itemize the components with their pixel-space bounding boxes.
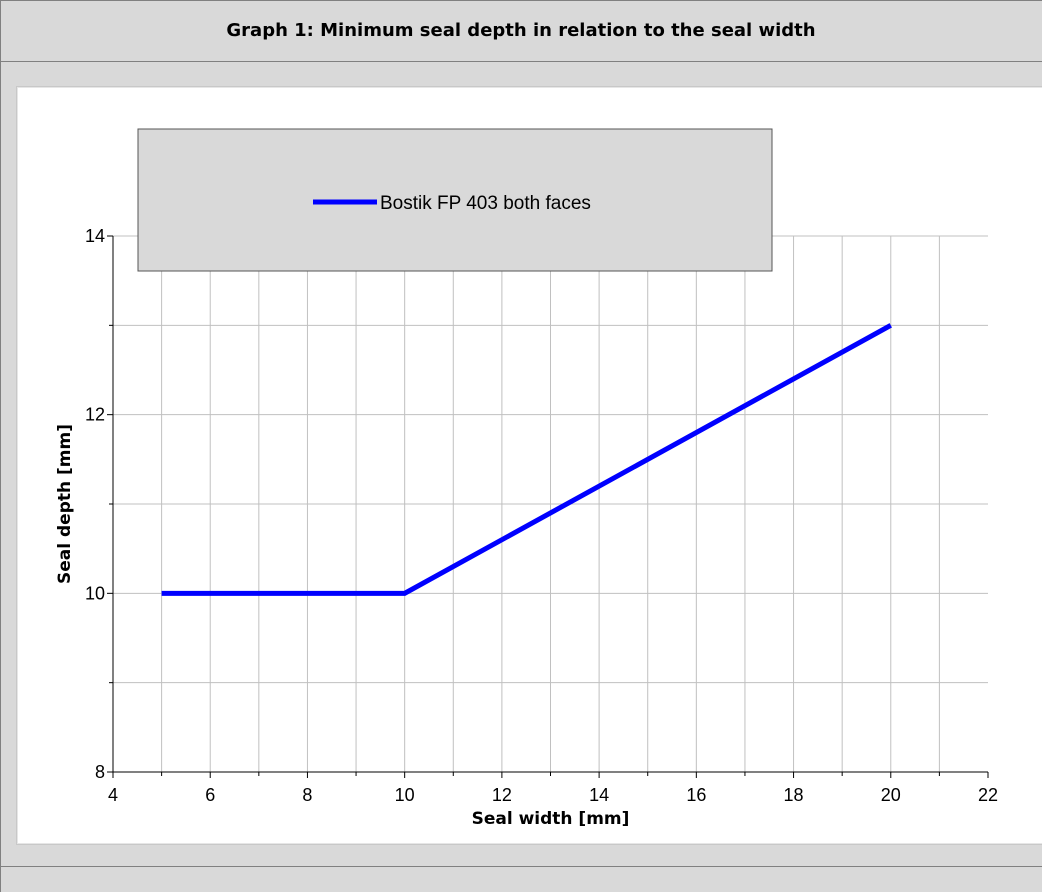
x-tick-label: 20	[881, 785, 901, 805]
y-tick-label: 8	[95, 762, 105, 782]
x-tick-label: 10	[395, 785, 415, 805]
series-line	[161, 323, 892, 596]
title-bar: Graph 1: Minimum seal depth in relation …	[0, 0, 1042, 62]
legend-box	[137, 128, 773, 272]
x-axis-label: Seal width [mm]	[472, 809, 630, 829]
x-tick-label: 16	[686, 785, 706, 805]
x-tick-label: 22	[978, 785, 998, 805]
y-tick-label: 12	[85, 405, 105, 425]
y-tick-label: 14	[85, 226, 105, 246]
x-tick-label: 14	[589, 785, 609, 805]
x-tick-label: 4	[108, 785, 118, 805]
x-tick-label: 6	[205, 785, 215, 805]
chart-title: Graph 1: Minimum seal depth in relation …	[226, 20, 816, 41]
x-tick-label: 12	[492, 785, 512, 805]
bottom-bar	[0, 866, 1042, 892]
x-tick-label: 18	[784, 785, 804, 805]
legend-entry: Bostik FP 403 both faces	[380, 193, 591, 214]
y-tick-label: 10	[85, 583, 105, 603]
x-tick-label: 8	[302, 785, 312, 805]
y-axis-label: Seal depth [mm]	[55, 424, 75, 584]
